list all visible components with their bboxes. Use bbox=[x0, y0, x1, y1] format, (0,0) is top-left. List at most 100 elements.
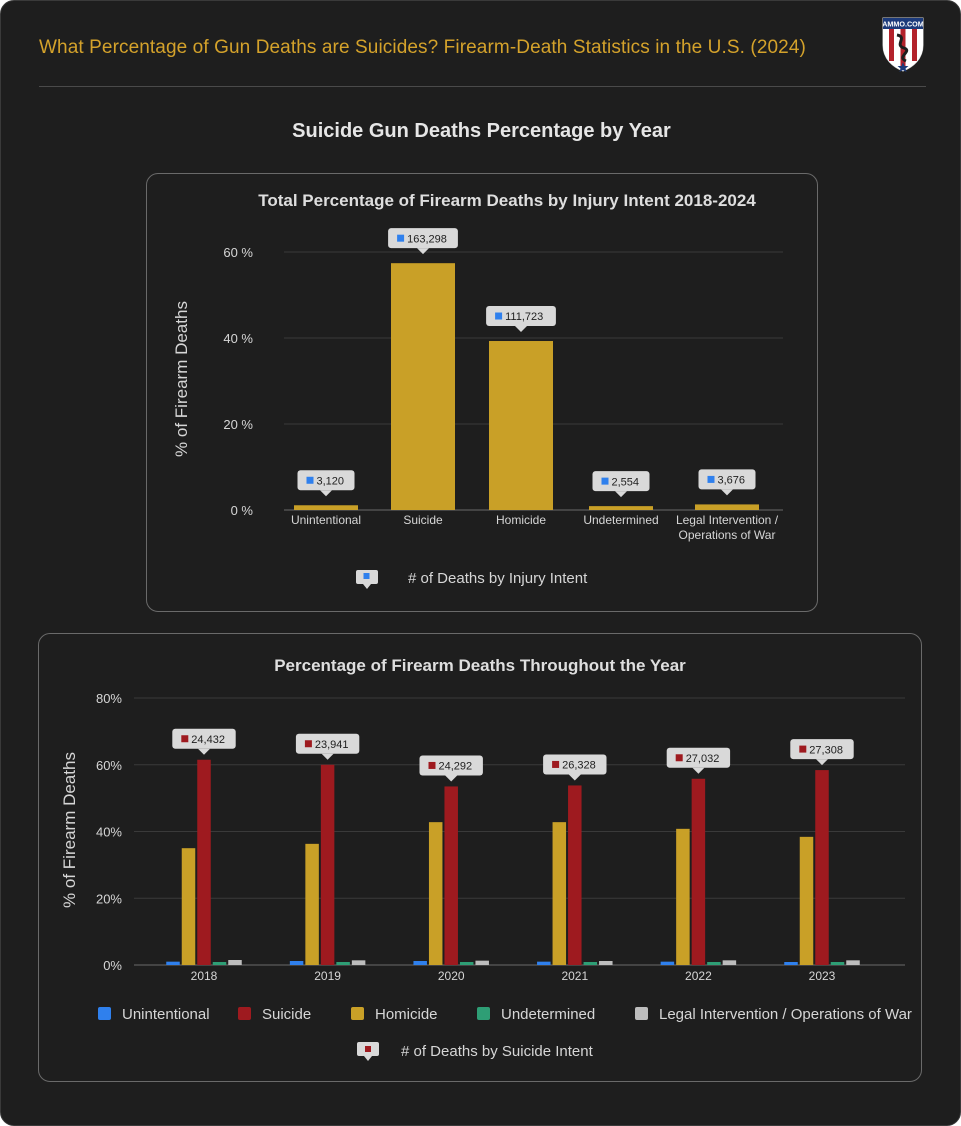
bar-annotation: 3,676 bbox=[698, 469, 756, 496]
bar-annotation: 23,941 bbox=[295, 733, 360, 760]
y-tick-label: 60 % bbox=[223, 245, 253, 260]
y-tick-label: 0 % bbox=[231, 503, 254, 518]
bar-suicide bbox=[444, 786, 458, 965]
x-tick-label: Homicide bbox=[496, 513, 546, 527]
bar-homicide bbox=[428, 822, 443, 965]
bar-unintentional bbox=[289, 960, 304, 965]
y-axis-label: % of Firearm Deaths bbox=[172, 301, 191, 457]
x-tick-label: 2023 bbox=[809, 969, 836, 983]
x-tick-label: 2022 bbox=[685, 969, 712, 983]
bar-annotation: 163,298 bbox=[388, 228, 458, 255]
bar-group-2019 bbox=[289, 764, 366, 965]
annotation-value: 111,723 bbox=[505, 311, 543, 323]
bar-unintentional bbox=[294, 505, 358, 510]
annotation-value: 26,328 bbox=[562, 760, 596, 772]
annotation-value: 27,308 bbox=[809, 744, 843, 756]
bar-legal bbox=[475, 960, 489, 965]
bar-homicide bbox=[489, 341, 553, 510]
bar-legal bbox=[846, 960, 860, 965]
legend: # of Deaths by Injury Intent bbox=[356, 570, 588, 589]
annotation-value: 163,298 bbox=[407, 233, 447, 245]
legend-annotation-icon bbox=[357, 1042, 379, 1061]
by-year-chart: Percentage of Firearm Deaths Throughout … bbox=[60, 656, 912, 1061]
bar-unintentional bbox=[166, 961, 180, 965]
bar-group-2021 bbox=[537, 785, 613, 965]
y-tick-label: 60% bbox=[96, 758, 122, 773]
ammo-logo: AMMO.COM bbox=[882, 17, 924, 72]
bar-legal bbox=[599, 960, 613, 965]
x-tick-label: Undetermined bbox=[583, 513, 658, 527]
legend-annotation-label: # of Deaths by Suicide Intent bbox=[401, 1043, 594, 1060]
bar-annotation: 26,328 bbox=[543, 754, 607, 781]
chart-title: Total Percentage of Firearm Deaths by In… bbox=[258, 191, 756, 210]
legend-item: Unintentional bbox=[98, 1006, 210, 1023]
chart-title: Percentage of Firearm Deaths Throughout … bbox=[274, 656, 686, 675]
y-tick-label: 20 % bbox=[223, 417, 253, 432]
legend-swatch bbox=[238, 1007, 251, 1020]
bar-homicide bbox=[799, 836, 814, 965]
bar-undetermined bbox=[212, 961, 227, 965]
legend-label: Legal Intervention / Operations of War bbox=[659, 1006, 912, 1023]
annotation-value: 24,292 bbox=[439, 761, 473, 773]
bar-legal bbox=[722, 960, 737, 965]
bar-annotation: 27,308 bbox=[790, 739, 854, 766]
bar-annotation: 3,120 bbox=[297, 470, 355, 497]
bar-suicide bbox=[391, 263, 455, 510]
legend-swatch bbox=[98, 1007, 111, 1020]
legend-item: Suicide bbox=[238, 1006, 311, 1023]
legend-swatch bbox=[351, 1007, 364, 1020]
annotation-value: 27,032 bbox=[686, 753, 720, 765]
chart-card-injury-intent: Total Percentage of Firearm Deaths by In… bbox=[146, 173, 818, 612]
y-axis-label: % of Firearm Deaths bbox=[60, 752, 79, 908]
bar-homicide bbox=[676, 828, 690, 965]
annotation-value: 2,554 bbox=[612, 476, 640, 488]
bar-group-2018 bbox=[166, 759, 242, 965]
y-tick-label: 20% bbox=[96, 891, 122, 906]
legend: Unintentional Suicide Homicide Undetermined… bbox=[98, 1006, 912, 1023]
legend-label: Suicide bbox=[262, 1006, 311, 1023]
bar-unintentional bbox=[784, 961, 798, 965]
bar-undetermined bbox=[583, 961, 598, 965]
injury-intent-chart: Total Percentage of Firearm Deaths by In… bbox=[172, 191, 783, 589]
bar-undetermined bbox=[459, 961, 474, 965]
legend-label: Undetermined bbox=[501, 1006, 595, 1023]
annotation-value: 3,120 bbox=[317, 475, 345, 487]
bar-legal bbox=[351, 960, 366, 965]
bar-undetermined bbox=[589, 506, 653, 510]
y-tick-label: 40 % bbox=[223, 331, 253, 346]
legend-swatch bbox=[477, 1007, 490, 1020]
y-tick-label: 0% bbox=[103, 958, 122, 973]
annotation-value: 3,676 bbox=[718, 475, 746, 487]
bar-homicide bbox=[181, 848, 196, 965]
page-title: What Percentage of Gun Deaths are Suicid… bbox=[39, 37, 806, 58]
x-tick-label: Unintentional bbox=[291, 513, 361, 527]
bar-homicide bbox=[305, 843, 319, 965]
bar-unintentional bbox=[413, 960, 427, 965]
bar-suicide bbox=[691, 778, 706, 965]
logo-text: AMMO.COM bbox=[882, 20, 924, 29]
bar-annotation: 24,432 bbox=[172, 728, 236, 755]
header-divider bbox=[39, 86, 926, 87]
bar-group-2022 bbox=[660, 778, 737, 965]
annotation-value: 23,941 bbox=[315, 739, 349, 751]
bar-group-2023 bbox=[784, 770, 860, 965]
bar-unintentional bbox=[537, 961, 551, 965]
y-tick-label: 40% bbox=[96, 825, 122, 840]
bar-annotation: 27,032 bbox=[666, 747, 731, 774]
annotation-value: 24,432 bbox=[191, 734, 225, 746]
legend-label: Homicide bbox=[375, 1006, 438, 1023]
legend-item: Legal Intervention / Operations of War bbox=[635, 1006, 912, 1023]
bar-suicide bbox=[815, 770, 829, 965]
legend-annotation: # of Deaths by Suicide Intent bbox=[357, 1042, 594, 1061]
x-tick-label: 2018 bbox=[191, 969, 218, 983]
x-tick-label: 2020 bbox=[438, 969, 465, 983]
bar-annotation: 111,723 bbox=[486, 306, 556, 333]
x-tick-label: 2019 bbox=[314, 969, 341, 983]
bar-annotation: 2,554 bbox=[592, 471, 650, 498]
x-tick-label: Suicide bbox=[403, 513, 443, 527]
legend-label: Unintentional bbox=[122, 1006, 210, 1023]
bar-suicide bbox=[568, 785, 582, 965]
bar-annotation: 24,292 bbox=[419, 755, 483, 782]
x-tick-label: 2021 bbox=[561, 969, 588, 983]
